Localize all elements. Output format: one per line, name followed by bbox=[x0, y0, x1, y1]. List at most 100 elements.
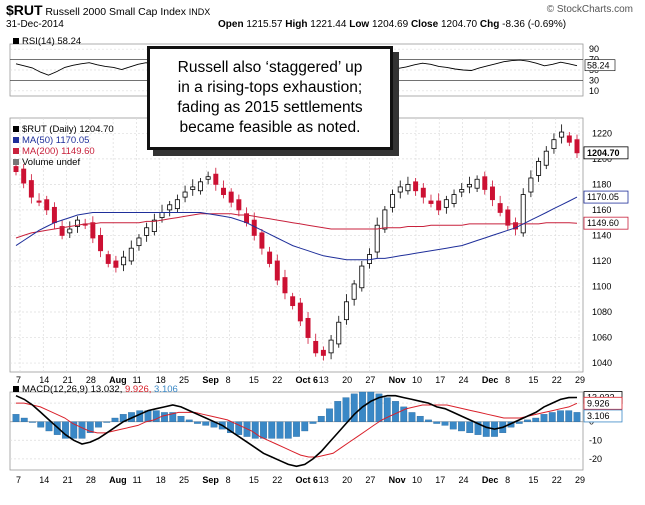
rsi-tick-label: 30 bbox=[589, 75, 599, 85]
price-tick-label: 1180 bbox=[592, 179, 611, 189]
histogram-bar bbox=[29, 421, 36, 423]
macd-line bbox=[15, 394, 578, 468]
histogram-value: 3.106 bbox=[154, 384, 178, 395]
macd-x-tick-label: 13 bbox=[319, 475, 329, 485]
low-value: 1204.69 bbox=[372, 19, 409, 30]
candle-body bbox=[482, 176, 488, 190]
histogram-bar bbox=[309, 421, 317, 424]
candle-body bbox=[497, 203, 503, 213]
price-tick-label: 1160 bbox=[592, 205, 611, 215]
histogram-bar bbox=[45, 421, 53, 432]
macd-x-tick-label: Oct 6 bbox=[296, 475, 319, 485]
candle-body bbox=[336, 321, 342, 345]
x-tick-label: 29 bbox=[575, 375, 585, 385]
histogram-tag-box bbox=[583, 409, 623, 423]
macd-legend: MACD(12,26,9) 13.032, 9.926, 3.106 bbox=[13, 384, 178, 395]
price-tick-label: 1120 bbox=[592, 256, 611, 266]
candle-body bbox=[144, 227, 150, 236]
x-tick-label: 8 bbox=[226, 375, 231, 385]
ma50-legend: MA(50) 1170.05 bbox=[13, 135, 114, 146]
annotation-callout: Russell also ‘staggered’ up in a rising-… bbox=[147, 46, 393, 150]
macd-x-tick-label: 28 bbox=[86, 475, 96, 485]
candle-body bbox=[221, 187, 226, 195]
x-tick-label: Oct 6 bbox=[296, 375, 319, 385]
candle-body bbox=[528, 177, 534, 193]
x-tick-label: 15 bbox=[528, 375, 538, 385]
candle-body bbox=[420, 187, 426, 198]
candle-body bbox=[374, 224, 380, 253]
source-logo: © StockCharts.com bbox=[546, 4, 633, 15]
histogram-bar bbox=[78, 421, 86, 439]
macd-x-tick-label: 14 bbox=[39, 475, 49, 485]
macd-x-tick-label: 29 bbox=[575, 475, 585, 485]
x-tick-label: 7 bbox=[16, 375, 21, 385]
candle-body bbox=[566, 135, 572, 143]
rsi-legend: RSI(14) 58.24 bbox=[13, 36, 81, 47]
macd-x-tick-label: 18 bbox=[156, 475, 166, 485]
candle-body bbox=[21, 168, 27, 184]
macd-x-tick-label: 15 bbox=[249, 475, 259, 485]
macd-x-tick-label: Nov bbox=[389, 475, 406, 485]
x-tick-label: 27 bbox=[365, 375, 375, 385]
candle-body bbox=[228, 191, 234, 203]
candle-body bbox=[359, 265, 365, 289]
histogram-bar bbox=[565, 410, 573, 422]
price-tick-label: 1060 bbox=[592, 333, 612, 343]
rsi-last-box bbox=[584, 59, 616, 72]
candle-body bbox=[489, 186, 495, 201]
candle-body bbox=[98, 235, 104, 252]
candle-body bbox=[390, 194, 396, 208]
price-tick-label: 1140 bbox=[592, 230, 611, 240]
histogram-bar bbox=[260, 421, 267, 439]
histogram-bar bbox=[169, 412, 177, 422]
macd-x-tick-label: 15 bbox=[528, 475, 538, 485]
ma200-legend: MA(200) 1149.60 bbox=[13, 146, 114, 157]
histogram-bar bbox=[161, 412, 168, 422]
histogram-bar bbox=[433, 421, 441, 424]
candle-body bbox=[236, 199, 242, 211]
histogram-bar bbox=[408, 412, 416, 422]
histogram-bar bbox=[482, 421, 490, 437]
histogram-bar bbox=[557, 410, 564, 422]
ma200-tag-box bbox=[583, 216, 629, 230]
candle-body bbox=[436, 200, 442, 211]
histogram-bar bbox=[449, 421, 457, 430]
candle-body bbox=[520, 194, 526, 234]
x-tick-label: 22 bbox=[272, 375, 282, 385]
macd-x-tick-label: 8 bbox=[505, 475, 510, 485]
chart-symbol: $RUT Russell 2000 Small Cap Index INDX bbox=[6, 2, 211, 18]
x-tick-label: 15 bbox=[249, 375, 259, 385]
histogram-bar bbox=[383, 397, 391, 422]
histogram-bar bbox=[268, 421, 276, 439]
signal-tag-box bbox=[583, 396, 623, 410]
candle-body bbox=[105, 254, 111, 264]
ma50-line bbox=[15, 196, 578, 261]
macd-frame bbox=[9, 391, 584, 471]
histogram-bar bbox=[62, 421, 69, 439]
histogram-bar bbox=[441, 421, 449, 426]
candle-body bbox=[51, 206, 57, 224]
histogram-bar bbox=[194, 421, 201, 424]
macd-x-tick-label: 8 bbox=[226, 475, 231, 485]
price-tick-label: 1100 bbox=[592, 281, 611, 291]
candle-body bbox=[121, 256, 127, 266]
macd-x-tick-label: 22 bbox=[272, 475, 282, 485]
macd-x-tick-label: 22 bbox=[552, 475, 562, 485]
candle-body bbox=[466, 183, 472, 188]
histogram-bar bbox=[425, 419, 432, 422]
macd-x-tick-label: 11 bbox=[132, 475, 141, 485]
histogram-bar bbox=[466, 421, 474, 434]
x-tick-label: 13 bbox=[319, 375, 329, 385]
candle-body bbox=[474, 178, 480, 189]
histogram-bar bbox=[548, 412, 556, 422]
histogram-bar bbox=[111, 417, 119, 422]
macd-x-tick-label: 7 bbox=[16, 475, 21, 485]
change-value: -8.36 (-0.69%) bbox=[502, 19, 567, 30]
chart-date: 31-Dec-2014 bbox=[6, 19, 64, 30]
close-value: 1204.70 bbox=[440, 19, 478, 30]
histogram-bar bbox=[202, 421, 210, 426]
candle-body bbox=[28, 180, 34, 198]
candle-body bbox=[443, 199, 449, 208]
histogram-bar bbox=[20, 417, 28, 422]
